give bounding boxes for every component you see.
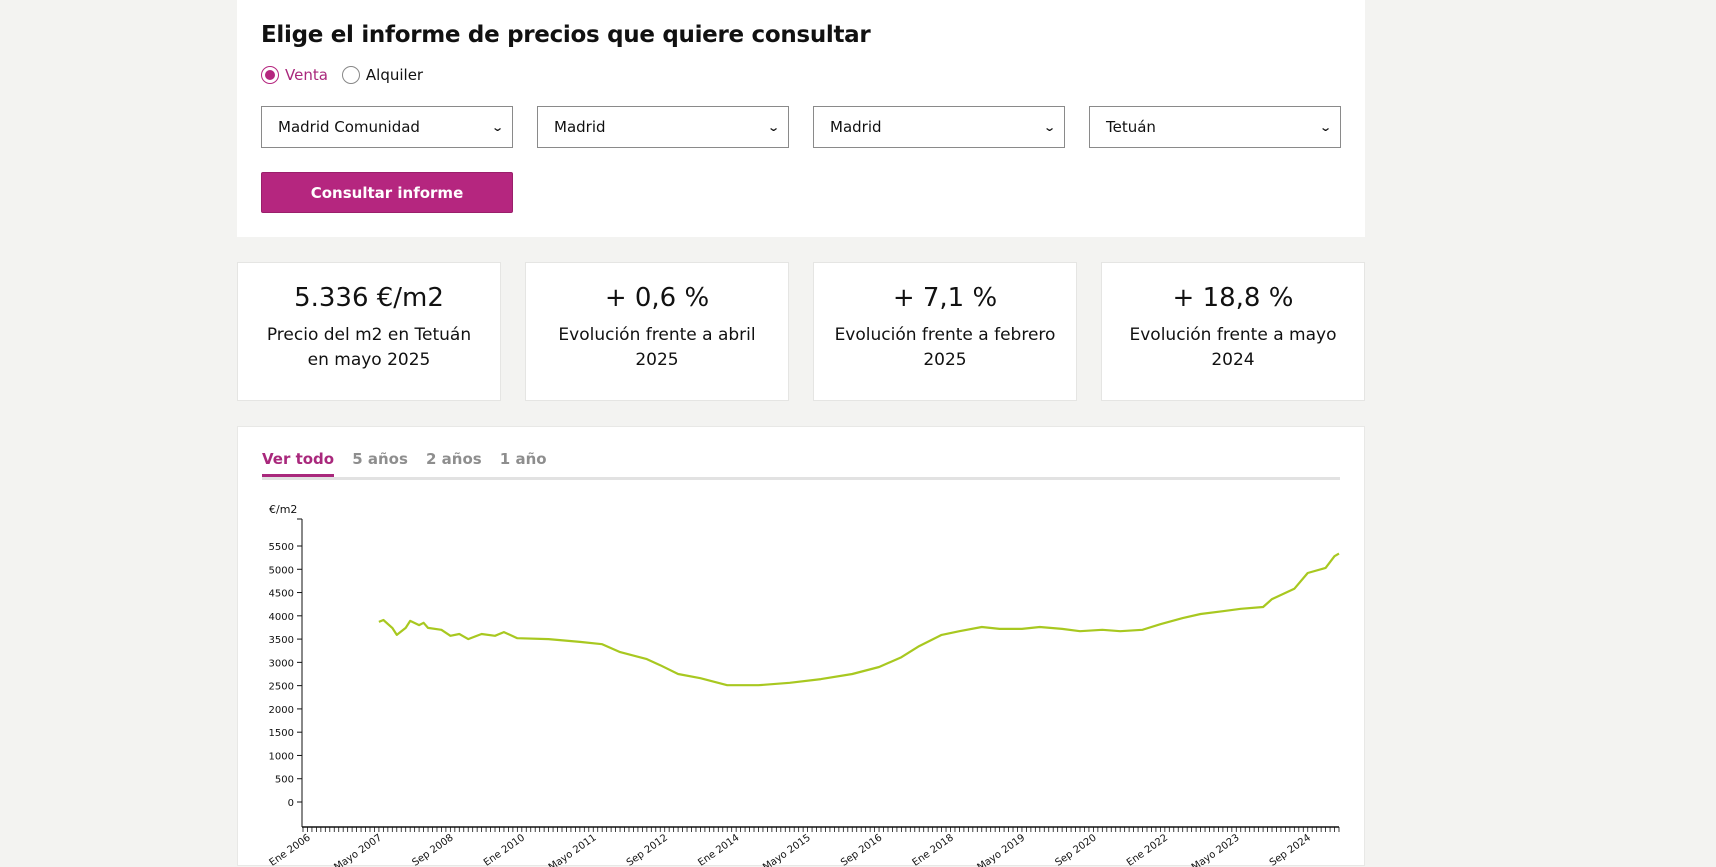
x-tick-label: Sep 2016 [839,832,884,867]
tab-1-ano[interactable]: 1 año [499,450,547,468]
x-tick-label: Sep 2008 [410,832,455,867]
y-axis-label: €/m2 [269,503,297,516]
district-select[interactable]: Tetuán ⌄ [1089,106,1341,148]
price-chart-panel: Ver todo 5 años 2 años 1 año €/m2 0 500 100… [237,426,1365,867]
report-selector-panel: Elige el informe de precios que quiere c… [237,0,1365,237]
y-tick-label: 1500 [269,728,294,739]
x-tick-label: Mayo 2015 [761,832,813,867]
operation-radio-group: Venta Alquiler [261,66,437,84]
radio-unchecked-icon[interactable] [341,66,360,84]
location-selects: Madrid Comunidad ⌄ Madrid ⌄ Madrid ⌄ Tet… [261,106,1365,148]
x-tick-label: Mayo 2023 [1190,832,1242,867]
stat-card-yearly: + 18,8 % Evolución frente a mayo 2024 [1101,262,1365,401]
radio-label: Venta [285,66,328,84]
y-tick-label: 2500 [269,682,294,693]
chevron-down-icon: ⌄ [1042,120,1056,134]
y-tick-label: 5000 [269,565,294,576]
x-tick-label: Ene 2022 [1125,832,1170,867]
page-title: Elige el informe de precios que quiere c… [261,22,871,48]
y-tick-label: 500 [275,775,294,786]
stat-value: 5.336 €/m2 [294,283,444,313]
consult-report-button[interactable]: Consultar informe [261,172,513,213]
chevron-down-icon: ⌄ [1318,120,1332,134]
x-tick-label: Mayo 2019 [975,832,1027,867]
y-tick-label: 5500 [269,542,294,553]
y-tick-label: 4000 [269,612,294,623]
stat-value: + 7,1 % [892,283,998,313]
municipality-select[interactable]: Madrid ⌄ [813,106,1065,148]
stat-description: Evolución frente a febrero 2025 [834,325,1056,370]
stat-description: Evolución frente a mayo 2024 [1129,325,1337,370]
x-tick-label: Ene 2006 [268,832,313,867]
select-value: Madrid [830,118,882,136]
x-tick-label: Ene 2010 [482,832,527,867]
x-tick-label: Ene 2014 [696,832,741,867]
y-tick-label: 1000 [269,751,294,762]
radio-alquiler[interactable]: Alquiler [341,66,424,84]
province-select[interactable]: Madrid ⌄ [537,106,789,148]
y-tick-label: 3500 [269,635,294,646]
period-tabs: Ver todo 5 años 2 años 1 año [262,449,1340,480]
y-tick-label: 3000 [269,658,294,669]
stat-card-price: 5.336 €/m2 Precio del m2 en Tetuán en ma… [237,262,501,401]
y-tick-label: 0 [288,798,294,809]
region-select[interactable]: Madrid Comunidad ⌄ [261,106,513,148]
tab-5-anos[interactable]: 5 años [352,450,408,468]
select-value: Madrid Comunidad [278,118,420,136]
stat-description: Precio del m2 en Tetuán en mayo 2025 [266,325,472,370]
radio-venta[interactable]: Venta [261,66,328,84]
y-tick-label: 2000 [269,705,294,716]
price-line-series [378,552,1340,687]
tab-2-anos[interactable]: 2 años [426,450,482,468]
chevron-down-icon: ⌄ [766,120,780,134]
stat-value: + 18,8 % [1172,283,1294,313]
chevron-down-icon: ⌄ [490,120,504,134]
stat-card-monthly: + 0,6 % Evolución frente a abril 2025 [525,262,789,401]
select-value: Tetuán [1106,118,1156,136]
stat-description: Evolución frente a abril 2025 [558,325,756,370]
x-tick-label: Sep 2012 [625,832,670,867]
x-tick-label: Mayo 2011 [547,832,599,867]
tab-ver-todo[interactable]: Ver todo [262,450,335,477]
x-tick-label: Ene 2018 [911,832,956,867]
stat-card-quarterly: + 7,1 % Evolución frente a febrero 2025 [813,262,1077,401]
radio-label: Alquiler [365,66,424,84]
stat-value: + 0,6 % [604,283,710,313]
x-tick-label: Sep 2020 [1053,832,1098,867]
radio-checked-icon[interactable] [261,66,279,84]
select-value: Madrid [554,118,606,136]
x-tick-label: Sep 2024 [1268,832,1313,867]
y-tick-label: 4500 [269,589,294,600]
x-tick-label: Mayo 2007 [332,832,384,867]
